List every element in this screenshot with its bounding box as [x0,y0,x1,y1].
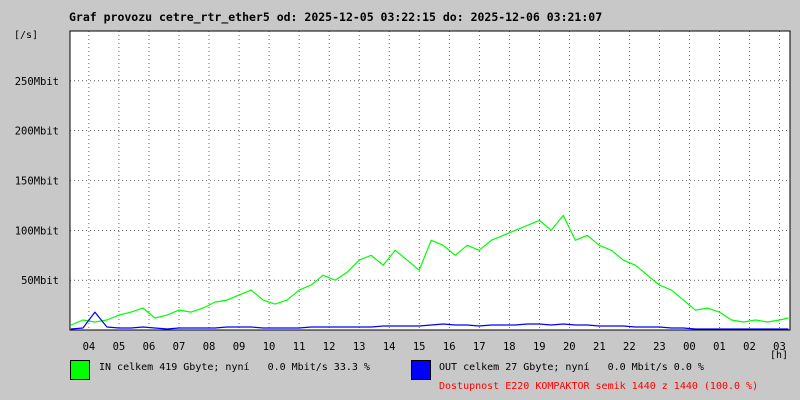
x-tick-label: 08 [203,341,216,353]
x-tick-label: 15 [413,341,426,353]
availability-annotation: Dostupnost E220 KOMPAKTOR semik 1440 z 1… [439,381,759,392]
x-axis-unit-label: [h] [770,350,789,361]
x-tick-label: 04 [83,341,96,353]
x-tick-label: 23 [653,341,666,353]
y-tick-label: 50Mbit [21,275,59,287]
x-tick-label: 18 [503,341,516,353]
x-tick-label: 06 [143,341,156,353]
x-tick-label: 05 [113,341,126,353]
x-tick-label: 22 [623,341,636,353]
legend-label-in: IN celkem 419 Gbyte; nyní 0.0 Mbit/s 33.… [99,362,370,373]
x-tick-label: 13 [353,341,366,353]
legend-swatch-out [411,360,431,380]
x-tick-label: 19 [533,341,546,353]
series-line-out [70,311,789,330]
x-tick-label: 03 [773,341,786,353]
y-tick-label: 100Mbit [15,225,59,237]
chart-title: Graf provozu cetre_rtr_ether5 od: 2025-1… [69,10,603,24]
y-tick-label: 200Mbit [15,126,59,138]
legend-label-out: OUT celkem 27 Gbyte; nyní 0.0 Mbit/s 0.0… [439,362,704,373]
series-line-in [70,214,789,326]
x-tick-label: 02 [743,341,756,353]
x-tick-label: 21 [593,341,606,353]
x-tick-label: 09 [233,341,246,353]
x-tick-label: 10 [263,341,276,353]
x-tick-label: 16 [443,341,456,353]
y-tick-label: 250Mbit [15,76,59,88]
x-tick-label: 20 [563,341,576,353]
x-tick-label: 01 [713,341,726,353]
x-tick-label: 07 [173,341,186,353]
x-tick-label: 00 [683,341,696,353]
x-tick-label: 11 [293,341,306,353]
x-tick-label: 17 [473,341,486,353]
legend-swatch-in [70,360,90,380]
x-tick-label: 14 [383,341,396,353]
y-tick-label: 150Mbit [15,176,59,188]
y-axis-unit-label: [/s] [14,30,39,41]
x-tick-label: 12 [323,341,336,353]
